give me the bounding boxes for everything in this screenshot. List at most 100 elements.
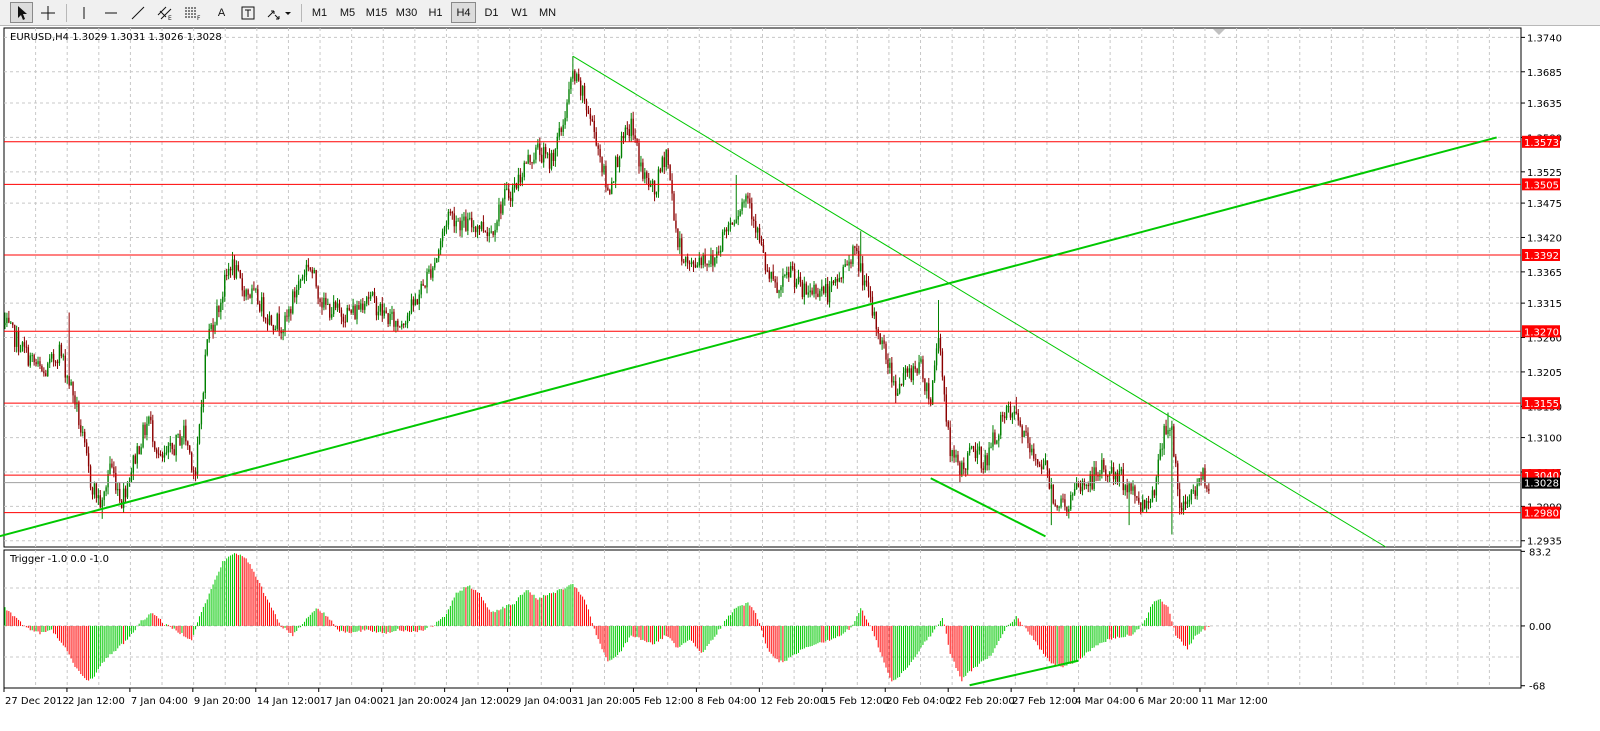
candle [1017,409,1019,426]
candle [150,411,152,424]
candle-body [19,351,22,353]
candle-body [998,435,1000,441]
candle [578,68,580,82]
candle-body [990,446,992,448]
candle [362,297,364,313]
timeframe-m5[interactable]: M5 [339,6,356,19]
candle-body [461,220,463,231]
timeframe-w1[interactable]: W1 [511,6,528,19]
candle-body [385,310,387,314]
candle-body [900,383,903,385]
candle-body [292,291,294,314]
candle [663,151,665,174]
time-axis: 27 Dec 2012 2 Jan 12:00 7 Jan 04:00 9 Jan 2… [3,688,1268,707]
candle [509,191,512,207]
candle [867,276,870,298]
candle [966,451,969,475]
candle [791,261,794,271]
candle-body [646,172,648,178]
candle [1136,495,1138,501]
candle [264,317,267,324]
candle [177,433,179,439]
candle-body [29,355,31,366]
candle [451,210,453,220]
candle-body [148,416,150,424]
time-axis-label: 6 Mar 20:00 [1138,696,1198,707]
candle [809,283,811,298]
candle [1192,484,1194,494]
chart-canvas[interactable]: 1.37401.36851.36351.35801.35251.34751.34… [0,26,1600,728]
candle-body [543,147,545,163]
candle [572,56,574,82]
candle-body [780,286,782,291]
candle [1035,453,1037,466]
text-label-icon[interactable] [236,2,259,23]
candle [406,312,409,329]
candle [208,323,210,343]
chart-window[interactable]: 1.37401.36851.36351.35801.35251.34751.34… [0,26,1600,728]
candle [535,144,537,164]
candle-body [194,471,197,475]
candle-body [113,467,115,473]
timeframe-mn[interactable]: MN [538,6,557,19]
timeframe-d1[interactable]: D1 [484,6,499,19]
candle-body [801,282,804,298]
candle [764,252,767,275]
timeframe-m30[interactable]: M30 [395,6,418,19]
candle [688,260,691,271]
candle-body [286,315,288,317]
candle-body [84,431,86,443]
fibonacci-retracement-icon[interactable]: F [180,2,206,23]
candle [614,155,617,189]
candle-body [834,278,837,283]
candle-body [1095,467,1097,476]
candle [218,305,220,318]
candle [959,460,961,483]
candle-body [1194,490,1196,496]
candle [611,177,613,195]
candle-body [1175,456,1177,464]
candle [225,268,228,281]
candle [947,420,949,430]
candle [303,269,306,284]
candle-body [601,157,603,173]
candle-body [222,296,224,303]
timeframe-h1[interactable]: H1 [428,6,443,19]
equidistant-channel-icon[interactable]: E [153,2,176,23]
candle [33,353,35,366]
candle [852,244,854,267]
candle-body [173,449,175,456]
candle [379,302,382,316]
timeframe-m15[interactable]: M15 [365,6,388,19]
candle-body [955,454,957,458]
candle-body [1101,459,1103,474]
candle [1089,470,1091,493]
text-icon[interactable]: A [210,2,233,23]
time-axis-label: 31 Jan 20:00 [572,696,635,707]
candle-body [404,323,407,325]
candle-body [819,290,821,297]
candle-body [15,331,18,347]
candle [1161,443,1163,457]
arrows-menu-icon[interactable] [263,2,295,23]
candle-body [109,463,111,475]
timeframe-m1[interactable]: M1 [311,6,328,19]
candle [1001,411,1004,422]
candle [31,352,33,363]
price-level-label: 1.2980 [1522,506,1560,520]
cursor-icon[interactable] [10,2,33,23]
candle-body [537,143,539,148]
candle [348,304,350,312]
crosshair-icon[interactable] [36,2,59,23]
vertical-line-icon[interactable] [72,2,95,23]
timeframe-h4[interactable]: H4 [451,2,476,23]
candle-body [1070,495,1072,510]
trendline-icon[interactable] [126,2,149,23]
candle-body [420,283,422,295]
candle [504,183,506,206]
candle-body [467,218,469,231]
candle [836,274,839,289]
candle-body [735,219,737,224]
candle-body [231,259,234,271]
horizontal-line-icon[interactable] [99,2,122,23]
